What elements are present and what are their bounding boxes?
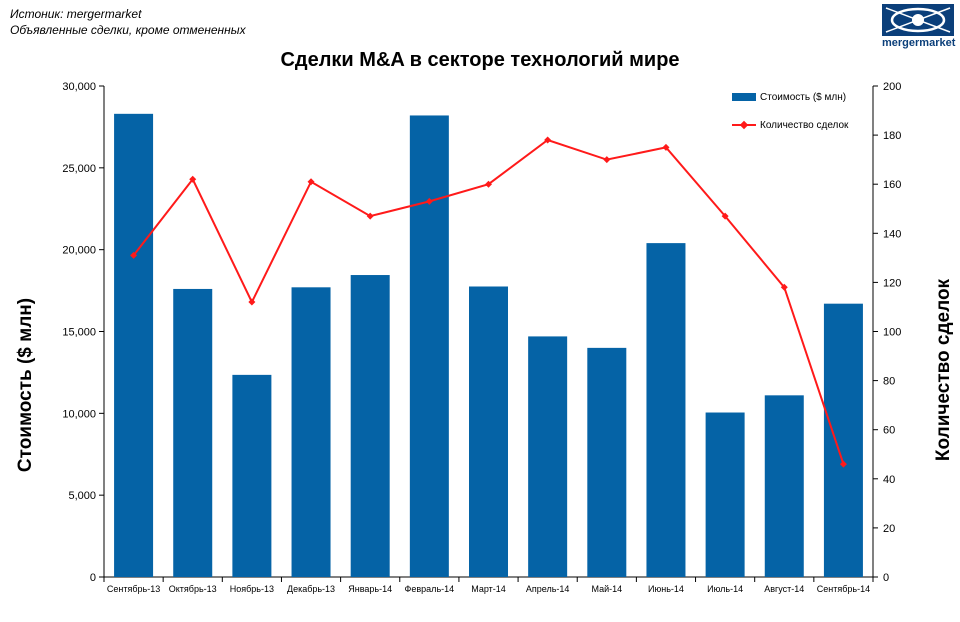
line-point (662, 143, 670, 151)
x-tick-label: Октябрь-13 (169, 584, 217, 594)
line-point (248, 298, 256, 306)
line-point (307, 178, 315, 186)
legend-bar-swatch (732, 93, 756, 101)
y-right-tick-label: 80 (883, 376, 895, 388)
x-tick-label: Март-14 (471, 584, 506, 594)
y-left-tick-label: 15,000 (62, 327, 96, 339)
x-tick-label: Февраль-14 (405, 584, 455, 594)
x-tick-label: Январь-14 (348, 584, 392, 594)
source-line-1: Истоник: mergermarket (10, 7, 142, 21)
legend-label-count: Количество сделок (760, 119, 849, 131)
x-tick-label: Июль-14 (707, 584, 743, 594)
y-right-tick-label: 20 (883, 523, 895, 535)
legend-label-value: Стоимость ($ млн) (760, 91, 847, 103)
x-tick-label: Май-14 (591, 584, 622, 594)
y-left-tick-label: 0 (90, 572, 96, 584)
logo-eye-icon (882, 4, 954, 36)
y-left-tick-label: 20,000 (62, 245, 96, 257)
bar (469, 286, 508, 577)
bar (764, 395, 804, 577)
bar (291, 287, 331, 577)
y-right-tick-label: 60 (883, 425, 895, 437)
line-point (780, 283, 788, 291)
bar (823, 303, 863, 577)
bar (232, 374, 272, 577)
y-right-tick-label: 140 (883, 228, 901, 240)
legend-item-count: Количество сделок (732, 118, 848, 132)
bar (350, 275, 390, 577)
bar (528, 336, 568, 577)
x-tick-label: Июнь-14 (648, 584, 684, 594)
line-point (485, 180, 492, 188)
line-point (721, 212, 729, 220)
line-point (839, 460, 847, 468)
bar (173, 288, 213, 577)
x-tick-label: Ноябрь-13 (230, 584, 274, 594)
line-point (130, 251, 138, 259)
bar (705, 412, 745, 577)
source-line-2: Объявленные сделки, кроме отмененных (10, 23, 246, 37)
logo-text: mergermarket (882, 37, 956, 49)
bar (114, 113, 154, 577)
mergermarket-logo: mergermarket (882, 4, 956, 52)
y-right-tick-label: 40 (883, 474, 895, 486)
legend: Стоимость ($ млн) Количество сделок (732, 90, 848, 146)
y-right-tick-label: 180 (883, 130, 901, 142)
y-right-tick-label: 100 (883, 327, 901, 339)
bar (646, 243, 686, 577)
y-right-tick-label: 160 (883, 179, 901, 191)
x-tick-label: Апрель-14 (526, 584, 570, 594)
bar (587, 347, 627, 577)
x-tick-label: Сентябрь-13 (107, 584, 160, 594)
line-point (366, 212, 374, 220)
legend-line-swatch (732, 121, 756, 129)
source-note: Истоник: mergermarket Объявленные сделки… (10, 6, 246, 38)
chart-title: Сделки M&A в секторе технологий мире (280, 49, 680, 71)
x-tick-label: Декабрь-13 (287, 584, 335, 594)
y-left-tick-label: 10,000 (62, 408, 96, 420)
line-point (544, 136, 552, 144)
x-tick-label: Август-14 (764, 584, 804, 594)
x-tick-label: Сентябрь-14 (817, 584, 870, 594)
y-left-tick-label: 25,000 (62, 163, 96, 175)
line-point (189, 175, 197, 183)
y-right-tick-label: 200 (883, 81, 901, 93)
y-right-tick-label: 0 (883, 572, 889, 584)
y-right-tick-label: 120 (883, 277, 901, 289)
y-left-tick-label: 30,000 (62, 81, 96, 93)
line-point (425, 197, 433, 205)
line-point (603, 156, 611, 164)
bar (409, 115, 449, 578)
y-left-tick-label: 5,000 (68, 490, 96, 502)
legend-item-value: Стоимость ($ млн) (732, 90, 848, 104)
